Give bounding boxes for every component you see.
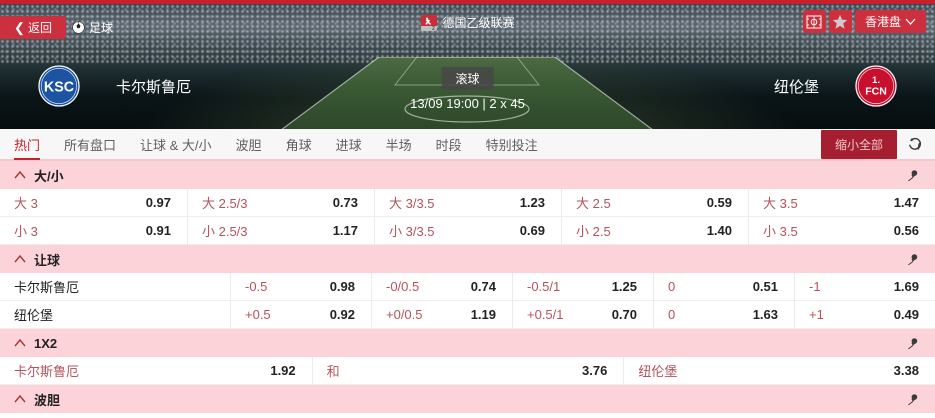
svg-text:FCN: FCN — [865, 86, 887, 98]
svg-text:2: 2 — [432, 26, 435, 31]
svg-text:1.: 1. — [872, 75, 880, 86]
svg-text:KSC: KSC — [44, 80, 74, 96]
